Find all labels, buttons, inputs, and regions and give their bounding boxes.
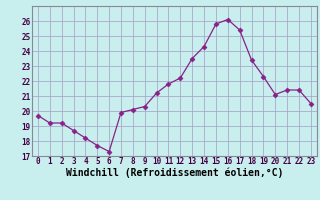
X-axis label: Windchill (Refroidissement éolien,°C): Windchill (Refroidissement éolien,°C) — [66, 168, 283, 178]
